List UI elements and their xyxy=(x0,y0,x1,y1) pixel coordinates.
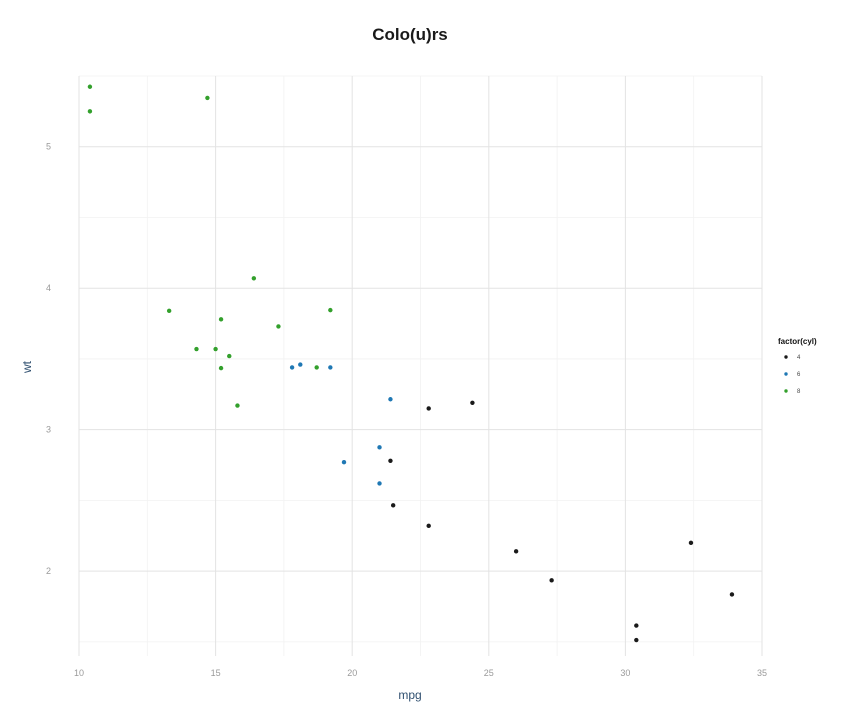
data-point-cyl-8 xyxy=(87,109,93,114)
data-point-cyl-8 xyxy=(314,365,319,370)
x-tick-label: 25 xyxy=(484,668,494,678)
y-tick-label: 4 xyxy=(46,283,51,293)
x-tick-label: 15 xyxy=(211,668,221,678)
legend-key-4 xyxy=(784,355,788,359)
data-point-cyl-8 xyxy=(251,276,257,281)
data-point-cyl-8 xyxy=(227,353,232,359)
y-tick-label: 3 xyxy=(46,425,51,435)
x-axis-label: mpg xyxy=(398,688,421,702)
y-axis-label: wt xyxy=(20,360,34,374)
data-point-cyl-4 xyxy=(388,458,393,463)
data-point-cyl-8 xyxy=(218,365,224,371)
data-point-cyl-6 xyxy=(341,459,347,465)
data-points xyxy=(87,84,735,643)
chart-title: Colo(u)rs xyxy=(372,25,448,44)
data-point-cyl-8 xyxy=(328,307,333,313)
data-point-cyl-4 xyxy=(634,623,639,628)
data-point-cyl-8 xyxy=(87,84,93,89)
data-point-cyl-6 xyxy=(298,362,303,367)
axis-ticks: 10 15 20 25 30 35 2 3 4 5 xyxy=(46,142,767,678)
y-tick-label: 5 xyxy=(46,142,51,152)
y-tick-label: 2 xyxy=(46,566,51,576)
data-point-cyl-8 xyxy=(218,317,224,322)
data-point-cyl-4 xyxy=(390,503,396,508)
legend: factor(cyl) 4 6 8 xyxy=(778,337,817,395)
data-point-cyl-4 xyxy=(634,637,639,643)
data-point-cyl-4 xyxy=(513,549,519,554)
x-tick-label: 35 xyxy=(757,668,767,678)
gridlines xyxy=(78,75,763,656)
data-point-cyl-4 xyxy=(688,540,694,546)
data-point-cyl-6 xyxy=(388,397,393,402)
legend-label-6: 6 xyxy=(797,372,801,378)
legend-key-6 xyxy=(784,372,788,376)
data-point-cyl-8 xyxy=(213,346,218,352)
data-point-cyl-6 xyxy=(377,445,382,450)
x-tick-label: 10 xyxy=(74,668,84,678)
data-point-cyl-8 xyxy=(166,308,172,314)
x-tick-label: 20 xyxy=(347,668,357,678)
data-point-cyl-8 xyxy=(194,346,199,352)
x-tick-label: 30 xyxy=(620,668,630,678)
legend-label-8: 8 xyxy=(797,389,801,395)
data-point-cyl-4 xyxy=(549,578,554,583)
data-point-cyl-8 xyxy=(205,95,210,101)
legend-title: factor(cyl) xyxy=(778,337,817,346)
data-point-cyl-8 xyxy=(276,324,281,329)
legend-label-4: 4 xyxy=(797,355,801,361)
data-point-cyl-4 xyxy=(426,406,431,411)
data-point-cyl-6 xyxy=(377,481,382,486)
data-point-cyl-8 xyxy=(235,403,240,408)
legend-key-8 xyxy=(784,389,788,393)
data-point-cyl-4 xyxy=(729,592,735,597)
data-point-cyl-4 xyxy=(426,523,431,529)
data-point-cyl-6 xyxy=(328,365,333,370)
data-point-cyl-6 xyxy=(289,365,295,370)
data-point-cyl-4 xyxy=(470,400,475,405)
